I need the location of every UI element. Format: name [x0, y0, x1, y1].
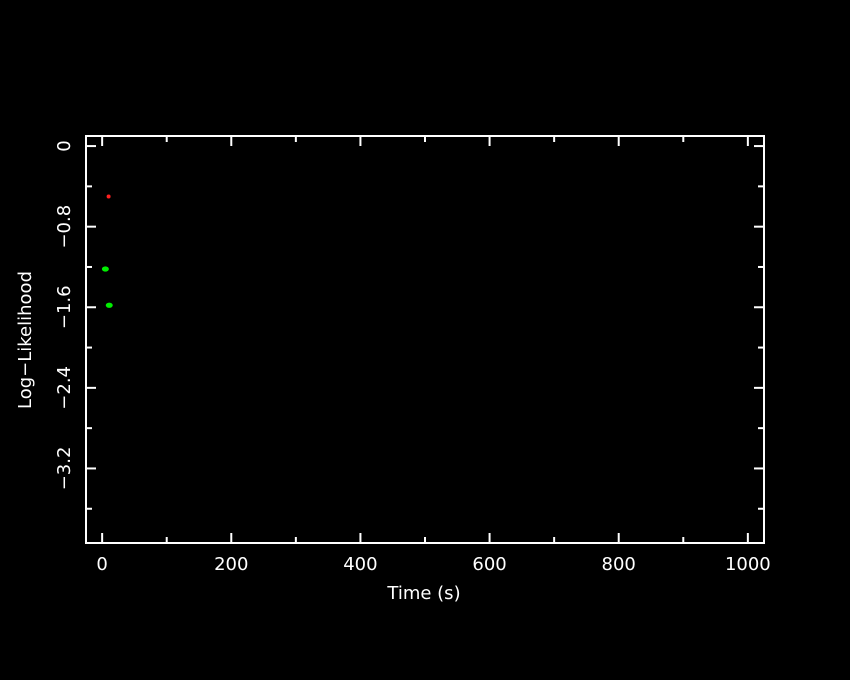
y-tick-label: −1.6: [54, 285, 75, 329]
data-points: [101, 194, 113, 308]
y-tick-label: −0.8: [54, 205, 75, 249]
y-axis-tick-labels: 0 −0.8 −1.6 −2.4 −3.2: [54, 140, 75, 490]
x-axis-ticks: [101, 136, 749, 543]
y-axis-ticks: [86, 145, 764, 510]
plot-frame: [85, 135, 765, 544]
x-axis-label: Time (s): [386, 583, 460, 604]
x-tick-label: 1000: [725, 554, 771, 575]
data-point: [105, 302, 113, 308]
x-tick-label: 0: [96, 554, 107, 575]
y-axis-label: Log−Likelihood: [15, 271, 36, 409]
y-tick-label: 0: [54, 140, 75, 151]
y-tick-label: −3.2: [54, 447, 75, 491]
x-tick-label: 600: [472, 554, 506, 575]
x-tick-label: 400: [343, 554, 377, 575]
y-tick-label: −2.4: [54, 366, 75, 410]
data-point: [106, 194, 111, 199]
x-tick-label: 800: [602, 554, 636, 575]
x-tick-label: 200: [214, 554, 248, 575]
x-axis-tick-labels: 0 200 400 600 800 1000: [96, 554, 770, 575]
data-point: [101, 266, 109, 272]
